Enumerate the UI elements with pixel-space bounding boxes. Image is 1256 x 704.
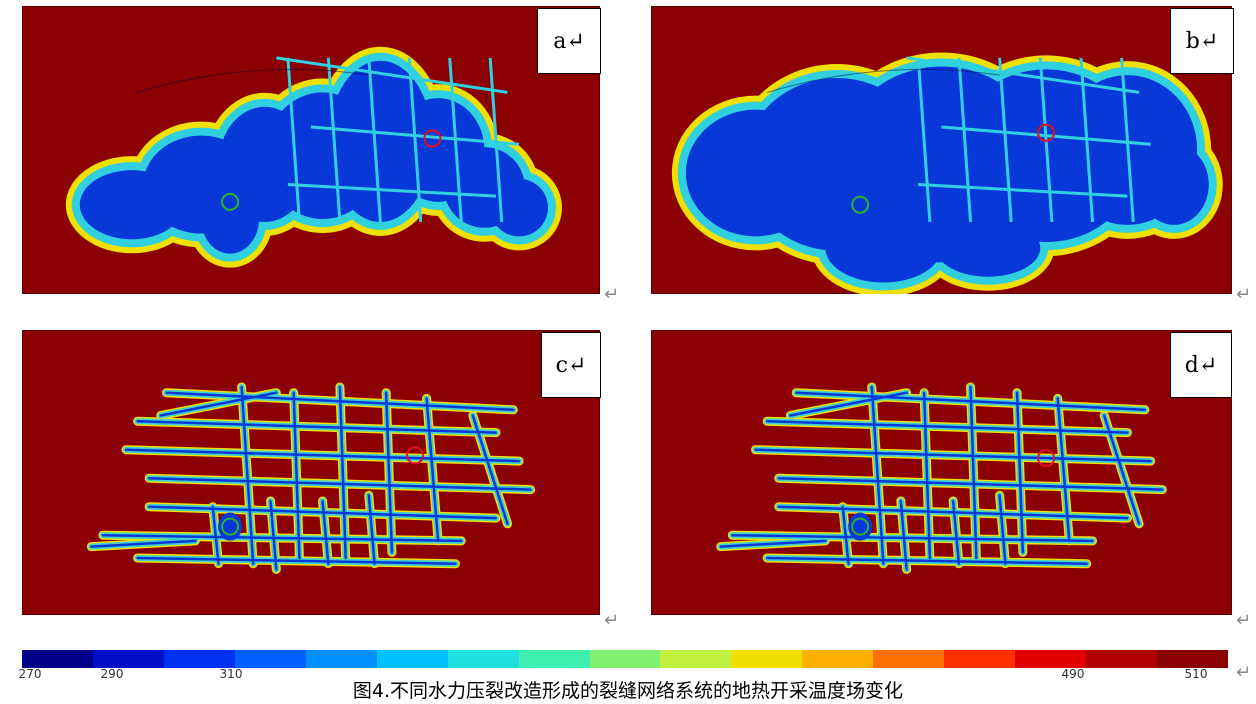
temperature-field — [22, 6, 600, 294]
figure-caption: 图4.不同水力压裂改造形成的裂缝网络系统的地热开采温度场变化 — [352, 680, 904, 702]
panel-b — [651, 6, 1232, 294]
colorbar-segment — [1157, 650, 1228, 668]
colorbar-segment — [92, 650, 164, 668]
return-mark-colorbar: ↵ — [1236, 662, 1252, 683]
colorbar-label-290: 290 — [100, 667, 124, 681]
panel-label-a: a↵ — [537, 8, 601, 74]
panel-label-b: b↵ — [1170, 8, 1234, 74]
return-mark-b: ↵ — [1236, 284, 1252, 305]
colorbar-segment — [944, 650, 1016, 668]
colorbar-segment — [163, 650, 235, 668]
colorbar-segment — [447, 650, 519, 668]
colorbar-segment — [22, 650, 93, 668]
colorbar-segment — [873, 650, 945, 668]
colorbar-segment — [802, 650, 874, 668]
injection-well-marker — [221, 517, 240, 536]
temperature-field — [651, 330, 1232, 615]
colorbar-label-310: 310 — [219, 667, 243, 681]
colorbar — [22, 650, 1228, 668]
temperature-field — [22, 330, 600, 615]
colorbar-segment — [234, 650, 306, 668]
injection-well-marker — [851, 517, 870, 536]
return-mark-c: ↵ — [604, 610, 620, 631]
production-well-marker — [406, 446, 425, 465]
panel-c — [22, 330, 600, 615]
production-well-marker — [1037, 123, 1056, 142]
colorbar-segment — [589, 650, 661, 668]
colorbar-segment — [305, 650, 377, 668]
colorbar-segment — [376, 650, 448, 668]
production-well-marker — [1037, 449, 1056, 468]
panel-a — [22, 6, 600, 294]
panel-d — [651, 330, 1232, 615]
colorbar-label-510: 510 — [1184, 667, 1208, 681]
temperature-field — [651, 6, 1232, 294]
injection-well-marker — [851, 195, 870, 214]
colorbar-label-490: 490 — [1061, 667, 1085, 681]
colorbar-label-270: 270 — [18, 667, 42, 681]
panel-label-c: c↵ — [541, 332, 601, 398]
colorbar-segment — [731, 650, 803, 668]
return-mark-d: ↵ — [1236, 610, 1252, 631]
colorbar-segment — [660, 650, 732, 668]
injection-well-marker — [221, 192, 240, 211]
colorbar-segment — [518, 650, 590, 668]
panel-label-d: d↵ — [1170, 332, 1232, 398]
production-well-marker — [423, 129, 442, 148]
return-mark-a: ↵ — [604, 284, 620, 305]
colorbar-segment — [1086, 650, 1157, 668]
colorbar-segment — [1015, 650, 1087, 668]
